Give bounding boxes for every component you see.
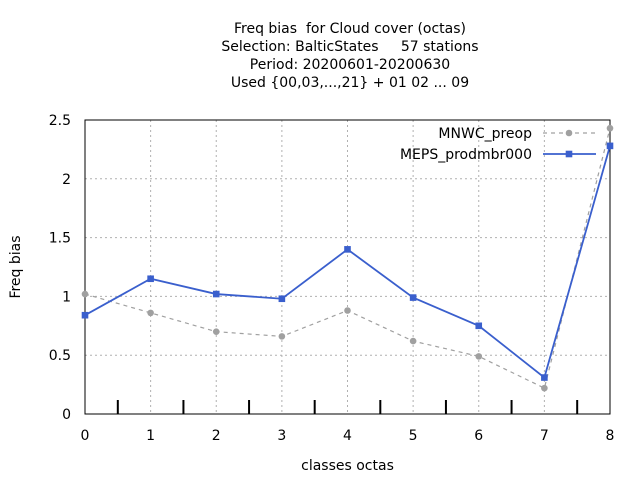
x-tick-label: 8: [606, 428, 615, 444]
data-point-MEPS_prodmbr000: [606, 142, 614, 150]
data-point-MNWC_preop: [475, 353, 483, 360]
series-group: [81, 124, 614, 392]
title-line-4: Used {00,03,...,21} + 01 02 ... 09: [230, 75, 470, 91]
y-tick-label: 2: [62, 172, 71, 188]
data-point-MEPS_prodmbr000: [541, 374, 548, 381]
legend-label: MEPS_prodmbr000: [400, 147, 532, 163]
data-point-MNWC_preop: [409, 337, 417, 345]
plot-frame: [84, 119, 611, 415]
legend-label: MNWC_preop: [438, 126, 532, 142]
grid: [85, 120, 610, 414]
x-tick-label: 2: [212, 428, 221, 444]
x-tick-label: 5: [409, 428, 418, 444]
x-tick-label: 1: [146, 428, 155, 444]
data-point-MEPS_prodmbr000: [475, 322, 483, 330]
data-point-MNWC_preop: [344, 307, 351, 314]
x-tick-label: 3: [277, 428, 286, 444]
y-tick-label: 0: [62, 407, 71, 423]
y-tick-label: 1.5: [49, 231, 71, 247]
data-point-MEPS_prodmbr000: [409, 294, 417, 301]
data-point-MEPS_prodmbr000: [278, 295, 286, 303]
data-point-MNWC_preop: [278, 333, 286, 340]
data-point-MEPS_prodmbr000: [344, 246, 351, 253]
series-line-MNWC_preop: [84, 128, 611, 389]
x-tick-label: 4: [343, 428, 352, 444]
data-point-MEPS_prodmbr000: [147, 275, 154, 283]
data-point-MNWC_preop: [212, 328, 220, 335]
title-line-2: Selection: BalticStates 57 stations: [221, 39, 479, 55]
title-line-3: Period: 20200601-20200630: [249, 57, 451, 73]
y-tick-label: 2.5: [49, 113, 71, 129]
legend: MNWC_preop MEPS_prodmbr000: [400, 126, 596, 163]
legend-marker: [565, 129, 573, 137]
data-point-MEPS_prodmbr000: [212, 290, 220, 298]
x-tick-label: 6: [474, 428, 483, 444]
data-point-MEPS_prodmbr000: [81, 311, 89, 319]
data-point-MNWC_preop: [606, 124, 614, 132]
title-line-1: Freq bias for Cloud cover (octas): [233, 21, 467, 37]
chart-title: Freq bias for Cloud cover (octas) Select…: [0, 20, 640, 92]
legend-marker: [565, 150, 573, 158]
x-tick-label: 0: [81, 428, 90, 444]
y-axis-label: Freq bias: [8, 235, 24, 298]
x-axis-label: classes octas: [301, 458, 394, 474]
data-point-MNWC_preop: [81, 290, 89, 298]
data-point-MNWC_preop: [147, 309, 154, 317]
x-tick-label: 7: [540, 428, 549, 444]
y-tick-label: 0.5: [49, 348, 71, 364]
y-tick-label: 1: [62, 289, 71, 305]
data-point-MNWC_preop: [541, 384, 548, 392]
axis-ticks: 0 0.5 1 1.5 2 2.5 0 1 2 3 4 5 6 7 8: [49, 113, 615, 444]
